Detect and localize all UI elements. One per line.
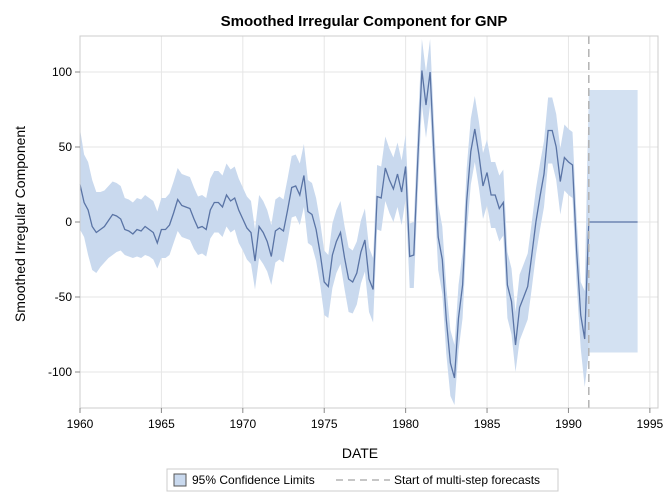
legend-label-forecast-start: Start of multi-step forecasts bbox=[394, 473, 540, 487]
x-tick-label: 1980 bbox=[392, 417, 419, 431]
y-tick-label: -100 bbox=[48, 365, 72, 379]
series-lines bbox=[79, 70, 638, 379]
x-tick-label: 1990 bbox=[555, 417, 582, 431]
confidence-band bbox=[80, 39, 589, 405]
axis-ticks: 1960 1965 1970 1975 1980 1985 1990 1995 100 50 0 -5… bbox=[48, 65, 664, 431]
y-tick-label: 100 bbox=[52, 65, 72, 79]
x-tick-label: 1995 bbox=[637, 417, 664, 431]
x-tick-label: 1960 bbox=[67, 417, 94, 431]
y-axis-label: Smoothed Irregular Component bbox=[12, 126, 28, 322]
x-tick-label: 1970 bbox=[229, 417, 256, 431]
y-tick-label: -50 bbox=[55, 290, 73, 304]
series-line bbox=[79, 70, 590, 379]
confidence-band bbox=[588, 90, 638, 353]
y-tick-label: 0 bbox=[65, 215, 72, 229]
x-tick-label: 1965 bbox=[148, 417, 175, 431]
x-tick-label: 1985 bbox=[474, 417, 501, 431]
legend-label-confidence: 95% Confidence Limits bbox=[192, 473, 315, 487]
x-axis-label: DATE bbox=[342, 445, 378, 461]
y-tick-label: 50 bbox=[59, 140, 73, 154]
legend: 95% Confidence Limits Start of multi-ste… bbox=[166, 468, 559, 492]
chart-title: Smoothed Irregular Component for GNP bbox=[221, 13, 508, 30]
x-tick-label: 1975 bbox=[311, 417, 338, 431]
confidence-bands bbox=[80, 39, 638, 405]
legend-swatch-confidence bbox=[173, 473, 187, 487]
